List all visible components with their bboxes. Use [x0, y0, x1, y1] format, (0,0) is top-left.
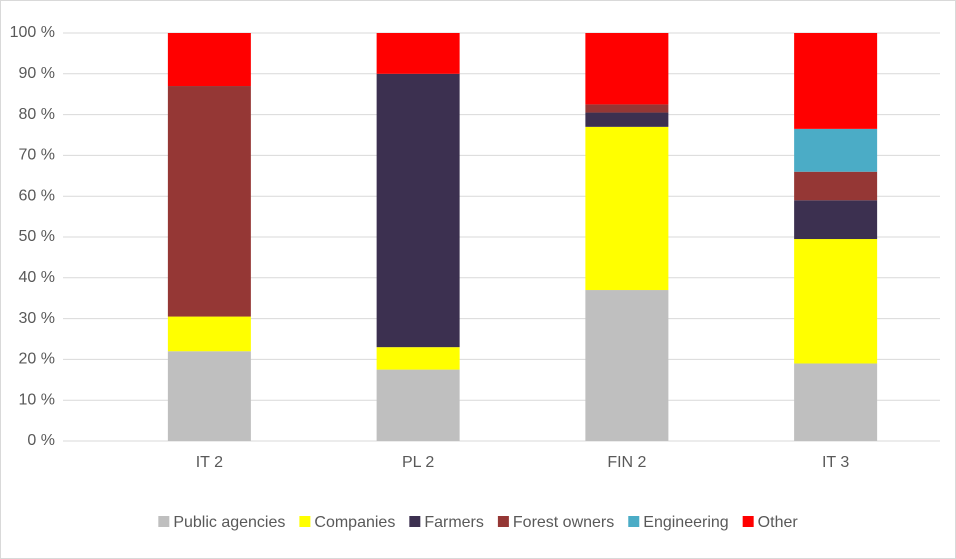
bar-segment	[794, 239, 878, 364]
x-tick-label: IT 2	[196, 454, 223, 471]
x-tick-label: FIN 2	[607, 454, 646, 471]
legend-swatch	[158, 516, 170, 527]
bar-segment	[376, 73, 460, 348]
bar-segment	[585, 112, 669, 127]
y-tick-label: 80 %	[19, 106, 55, 123]
y-tick-label: 60 %	[19, 187, 55, 204]
legend-swatch	[497, 516, 509, 527]
legend-label: Other	[758, 514, 799, 531]
legend-label: Engineering	[643, 514, 728, 531]
bar-segment	[794, 171, 878, 201]
y-tick-label: 50 %	[19, 228, 55, 245]
legend-swatch	[299, 516, 311, 527]
legend-swatch	[409, 516, 421, 527]
legend-label: Public agencies	[173, 514, 285, 531]
bar-segment	[794, 33, 878, 129]
legend-swatch	[628, 516, 640, 527]
y-tick-label: 10 %	[19, 391, 55, 408]
legend-label: Farmers	[424, 514, 484, 531]
x-tick-label: IT 3	[822, 454, 849, 471]
bar-segment	[794, 200, 878, 240]
bar-segment	[167, 33, 251, 87]
y-tick-label: 30 %	[19, 310, 55, 327]
bar-segment	[167, 316, 251, 352]
bar-segment	[167, 86, 251, 317]
legend-label: Companies	[314, 514, 395, 531]
y-tick-label: 70 %	[19, 147, 55, 164]
bar-segment	[585, 126, 669, 291]
bar-segment	[376, 369, 460, 441]
y-tick-label: 100 %	[10, 24, 55, 41]
bar-segment	[585, 104, 669, 113]
y-tick-label: 20 %	[19, 351, 55, 368]
bar-segment	[585, 290, 669, 441]
y-tick-label: 90 %	[19, 65, 55, 82]
legend-label: Forest owners	[513, 514, 614, 531]
legend-swatch	[742, 516, 754, 527]
x-tick-label: PL 2	[402, 454, 434, 471]
bar-segment	[376, 347, 460, 370]
bar-segment	[376, 33, 460, 74]
y-tick-label: 40 %	[19, 269, 55, 286]
bar-segment	[585, 33, 669, 105]
bar-segment	[794, 363, 878, 441]
bar-segment	[167, 351, 251, 441]
y-tick-label: 0 %	[27, 432, 55, 449]
bar-segment	[794, 128, 878, 172]
